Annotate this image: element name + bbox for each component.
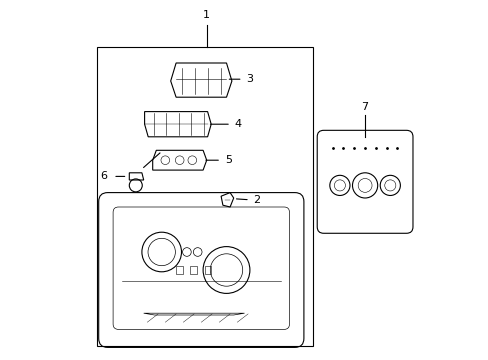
Bar — [190, 266, 197, 274]
Bar — [204, 266, 211, 274]
Text: 5: 5 — [224, 155, 231, 165]
Bar — [176, 266, 182, 274]
Text: 6: 6 — [101, 171, 107, 181]
Text: 1: 1 — [203, 10, 210, 20]
Text: 7: 7 — [361, 102, 368, 112]
Text: 3: 3 — [246, 74, 253, 84]
Text: 2: 2 — [253, 195, 260, 205]
Text: 4: 4 — [234, 119, 241, 129]
